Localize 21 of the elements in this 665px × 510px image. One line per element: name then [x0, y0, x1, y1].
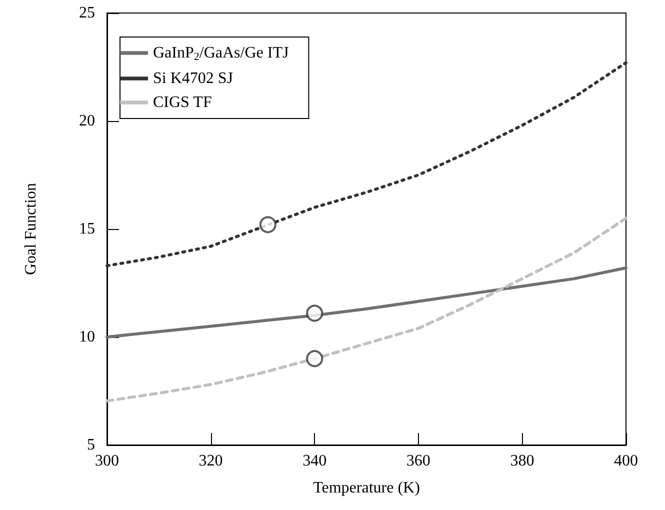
- point: [306, 350, 324, 368]
- x-tick-label: 300: [95, 452, 119, 470]
- y-axis-title: Goal Function: [22, 183, 40, 275]
- y-tick-label: 10: [79, 328, 95, 346]
- x-tick-label: 320: [198, 452, 223, 470]
- line-series: [106, 216, 628, 402]
- x-tick-label: 340: [302, 452, 327, 470]
- x-tick-label: 360: [406, 452, 430, 470]
- x-tick-label: 380: [510, 452, 534, 470]
- line-series: [106, 266, 628, 338]
- legend-label: Si K4702 SJ: [153, 70, 234, 87]
- y-tick-label: 25: [79, 4, 95, 22]
- line-series: [106, 61, 628, 268]
- x-axis-title: Temperature (K): [313, 480, 420, 496]
- legend-label: CIGS TF: [153, 94, 212, 111]
- y-tick-label: 15: [79, 220, 95, 238]
- y-tick-label: 20: [79, 112, 95, 130]
- point: [306, 304, 324, 322]
- y-tick-label: 5: [87, 436, 95, 454]
- x-tick-label: 400: [614, 452, 638, 470]
- point: [259, 216, 276, 234]
